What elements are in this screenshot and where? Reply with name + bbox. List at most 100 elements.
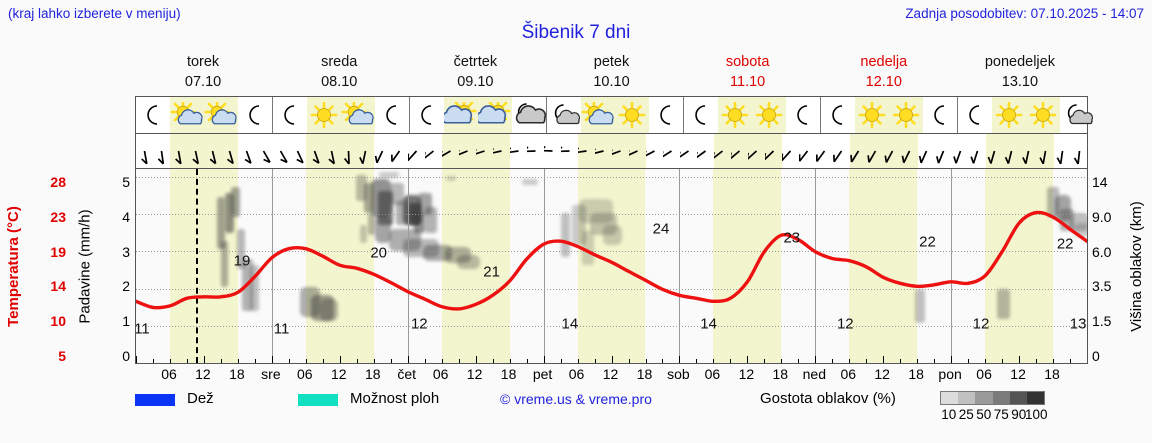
axis-tick <box>849 359 851 363</box>
cloud-density-tick-0: 10 <box>941 407 957 422</box>
moon-icon <box>958 102 992 128</box>
axis-tick <box>679 356 681 363</box>
cloud-height-tick-5: 0 <box>1092 348 1100 364</box>
temperature-axis-title: Temperatura (°C) <box>0 168 28 364</box>
cloud-patch <box>581 231 595 265</box>
x-tick-label: 06 <box>297 366 313 382</box>
wind-barb-cell <box>765 134 782 168</box>
sun-icon <box>992 102 1026 128</box>
day-divider <box>815 169 817 363</box>
day-name: četrtek <box>453 54 498 70</box>
value-gridline <box>136 177 1087 178</box>
cloud-patch <box>1069 213 1087 231</box>
axis-tick <box>662 359 664 363</box>
x-tick-label: 18 <box>908 366 924 382</box>
day-divider <box>271 169 273 363</box>
day-date: 07.10 <box>184 74 222 90</box>
axis-tick <box>1002 359 1004 363</box>
x-tick-label: 18 <box>229 366 245 382</box>
x-tick-label: 18 <box>500 366 517 382</box>
cloud-patch <box>236 229 245 269</box>
icon-day-5 <box>821 97 958 133</box>
weather-icon-cell <box>136 97 170 133</box>
wind-barb-cell <box>629 134 646 168</box>
weather-icon-cell <box>547 97 581 133</box>
axis-tick <box>832 359 834 363</box>
axis-tick <box>390 359 392 363</box>
value-gridline <box>136 251 1087 253</box>
x-tick-label: ned <box>802 366 826 382</box>
cloud-height-tick-0: 14 <box>1092 174 1108 190</box>
weather-icon-cell <box>410 97 444 133</box>
cloud-patch <box>417 193 433 215</box>
page-title: Šibenik 7 dni <box>521 22 631 43</box>
cloud-height-tick-1: 9.0 <box>1092 208 1112 225</box>
temperature-tick-2: 19 <box>50 243 66 260</box>
wind-barb-cell <box>612 134 629 168</box>
precipitation-tick-3: 2 <box>122 278 130 295</box>
x-tick-label: 06 <box>432 366 449 382</box>
weather-icon-cell <box>923 97 957 133</box>
wind-barb-cell <box>850 134 867 168</box>
temperature-value-label: 24 <box>652 220 670 238</box>
sun-cloud-icon <box>341 102 375 128</box>
x-tick-label: 18 <box>636 366 653 382</box>
axis-tick <box>136 356 137 363</box>
day-date: 10.10 <box>593 74 630 90</box>
wind-barb-cell <box>153 134 170 168</box>
wind-barb-cell <box>221 134 238 168</box>
wind-barb-cell <box>714 134 731 168</box>
axis-tick <box>339 356 341 363</box>
x-tick-label: pon <box>938 366 962 382</box>
wind-barb-strip <box>135 134 1088 168</box>
wind-barb-cell <box>170 134 187 168</box>
last-update-text: Zadnja posodobitev: 07.10.2025 - 14:07 <box>905 6 1144 21</box>
x-tick-label: 12 <box>331 366 347 382</box>
axis-tick <box>153 359 154 363</box>
wind-barb-cell <box>510 134 527 168</box>
cloud-density-tick-2: 50 <box>976 407 992 422</box>
temperature-value-label: 23 <box>783 229 801 247</box>
weather-icon-cell <box>992 97 1026 133</box>
cloud-height-tick-2: 6.0 <box>1092 243 1112 260</box>
weather-icon-cell <box>581 97 615 133</box>
temperature-value-label: 19 <box>233 252 251 270</box>
weather-icon-cell <box>307 97 341 133</box>
axis-tick <box>917 359 919 363</box>
sun-cloud-icon <box>581 102 615 128</box>
forecast-chart: 11 19 11 20 12 21 14 24 14 23 12 22 12 22 13 <box>135 168 1088 364</box>
icon-day-2 <box>410 97 547 133</box>
cloud-density-tick-4: 90 <box>1011 407 1027 422</box>
x-tick-label: čet <box>397 366 417 382</box>
wind-barb-cell <box>561 134 578 168</box>
wind-day-4 <box>680 134 816 168</box>
wind-barb-cell <box>1054 134 1071 168</box>
icon-day-3 <box>547 97 684 133</box>
temperature-tick-3: 14 <box>50 278 66 295</box>
cloud-patch <box>457 255 481 269</box>
value-gridline <box>136 288 1087 290</box>
axis-tick <box>730 359 732 363</box>
axis-tick <box>186 359 188 363</box>
cloud-density-swatch-0 <box>941 392 959 404</box>
rain-legend-swatch <box>135 394 175 406</box>
wind-day-1 <box>272 134 408 168</box>
credit-link[interactable]: © vreme.us & vreme.pro <box>500 391 652 407</box>
axis-tick <box>815 356 817 363</box>
sun-icon <box>718 102 752 128</box>
wind-day-6 <box>952 134 1088 168</box>
daylight-band <box>713 169 782 363</box>
wind-barb-cell <box>204 134 221 168</box>
rain-legend-label: Dež <box>187 390 214 407</box>
precipitation-tick-1: 4 <box>122 208 130 225</box>
day-date: 08.10 <box>321 74 358 90</box>
weather-icon-cell <box>444 97 478 133</box>
sun-icon <box>889 102 923 128</box>
day-name: sobota <box>725 54 770 70</box>
wind-barb-cell <box>578 134 595 168</box>
weather-icon-cell <box>752 97 786 133</box>
axis-tick <box>1036 359 1038 363</box>
day-header-2: četrtek 09.10 <box>407 52 543 94</box>
day-divider <box>679 169 681 363</box>
cloud-patch <box>445 176 457 181</box>
